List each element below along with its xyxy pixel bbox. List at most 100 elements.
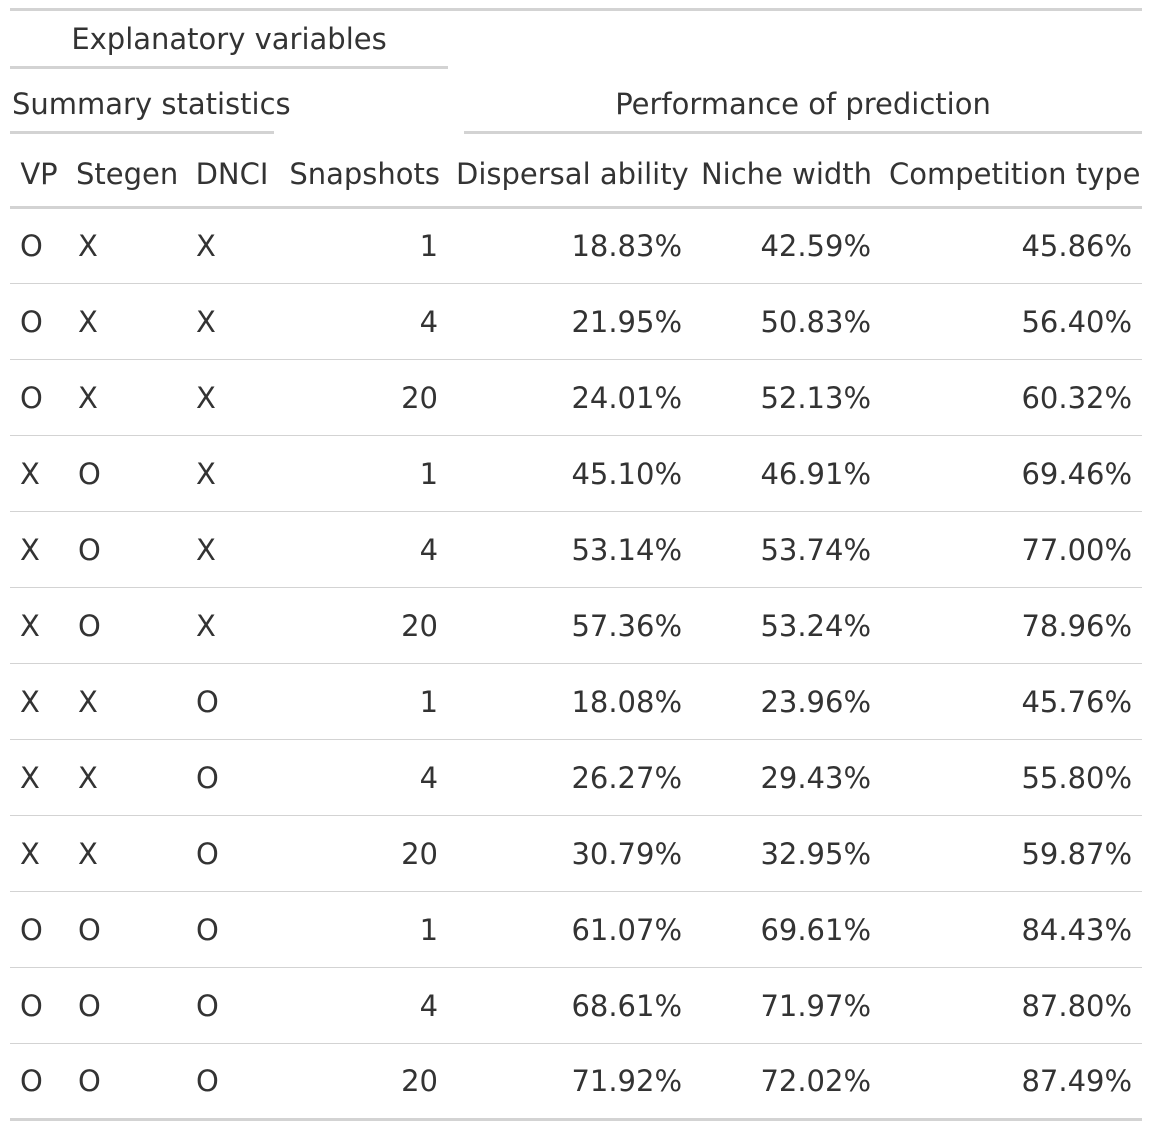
cell-snapshots: 20 <box>278 1043 449 1121</box>
cell-stegen: O <box>68 967 186 1044</box>
column-header-niche-width: Niche width <box>692 141 882 209</box>
cell-stegen: X <box>68 815 186 892</box>
table-row: X X O 4 26.27% 29.43% 55.80% <box>10 739 1143 816</box>
performance-of-prediction-spanner: Performance of prediction <box>448 76 1143 142</box>
column-header-vp: VP <box>10 141 68 209</box>
table-row: O O O 20 71.92% 72.02% 87.49% <box>10 1043 1143 1121</box>
cell-vp: X <box>10 511 68 588</box>
cell-competition-type: 77.00% <box>881 511 1143 588</box>
cell-competition-type: 60.32% <box>881 359 1143 436</box>
cell-dnci: X <box>186 283 278 360</box>
cell-vp: X <box>10 435 68 512</box>
cell-competition-type: 84.43% <box>881 891 1143 968</box>
cell-snapshots: 4 <box>278 967 449 1044</box>
cell-snapshots: 1 <box>278 663 449 740</box>
cell-dispersal-ability: 18.08% <box>448 663 693 740</box>
cell-dispersal-ability: 26.27% <box>448 739 693 816</box>
cell-dispersal-ability: 57.36% <box>448 587 693 664</box>
cell-competition-type: 69.46% <box>881 435 1143 512</box>
summary-statistics-spanner: Summary statistics <box>10 76 291 142</box>
cell-stegen: X <box>68 207 186 284</box>
spanner-row-top: Explanatory variables <box>10 8 1143 76</box>
cell-dispersal-ability: 24.01% <box>448 359 693 436</box>
table-row: X X O 20 30.79% 32.95% 59.87% <box>10 815 1143 892</box>
explanatory-variables-spanner: Explanatory variables <box>10 8 449 76</box>
cell-niche-width: 46.91% <box>692 435 882 512</box>
table-row: X O X 1 45.10% 46.91% 69.46% <box>10 435 1143 512</box>
table-row: O O O 4 68.61% 71.97% 87.80% <box>10 967 1143 1044</box>
table-body: O X X 1 18.83% 42.59% 45.86% O X X 4 21.95% 50.83% 56… <box>10 207 1143 1121</box>
cell-dispersal-ability: 21.95% <box>448 283 693 360</box>
cell-dispersal-ability: 61.07% <box>448 891 693 968</box>
cell-vp: X <box>10 663 68 740</box>
cell-dnci: O <box>186 891 278 968</box>
cell-stegen: X <box>68 663 186 740</box>
cell-vp: O <box>10 1043 68 1121</box>
cell-competition-type: 87.49% <box>881 1043 1143 1121</box>
cell-stegen: O <box>68 511 186 588</box>
cell-stegen: O <box>68 1043 186 1121</box>
cell-dnci: O <box>186 815 278 892</box>
cell-niche-width: 29.43% <box>692 739 882 816</box>
cell-stegen: X <box>68 359 186 436</box>
cell-snapshots: 20 <box>278 587 449 664</box>
table-row: X X O 1 18.08% 23.96% 45.76% <box>10 663 1143 740</box>
table-row: O X X 1 18.83% 42.59% 45.86% <box>10 207 1143 284</box>
cell-snapshots: 1 <box>278 435 449 512</box>
cell-niche-width: 50.83% <box>692 283 882 360</box>
cell-snapshots: 4 <box>278 739 449 816</box>
spanner-row-second: Summary statistics Performance of predic… <box>10 76 1143 142</box>
column-header-stegen: Stegen <box>68 141 186 209</box>
cell-stegen: O <box>68 891 186 968</box>
cell-niche-width: 53.24% <box>692 587 882 664</box>
cell-niche-width: 69.61% <box>692 891 882 968</box>
explanatory-variables-label: Explanatory variables <box>10 18 449 69</box>
cell-competition-type: 45.86% <box>881 207 1143 284</box>
cell-competition-type: 55.80% <box>881 739 1143 816</box>
column-header-dispersal-ability: Dispersal ability <box>448 141 693 209</box>
column-header-dnci: DNCI <box>186 141 278 209</box>
cell-stegen: O <box>68 587 186 664</box>
cell-stegen: X <box>68 739 186 816</box>
empty-spanner-cell <box>448 8 1143 76</box>
cell-niche-width: 32.95% <box>692 815 882 892</box>
column-header-snapshots: Snapshots <box>278 141 449 209</box>
cell-dispersal-ability: 71.92% <box>448 1043 693 1121</box>
cell-dispersal-ability: 18.83% <box>448 207 693 284</box>
cell-dnci: X <box>186 359 278 436</box>
cell-vp: X <box>10 739 68 816</box>
cell-snapshots: 20 <box>278 359 449 436</box>
results-table-container: Explanatory variables Summary statistics… <box>10 8 1143 1121</box>
table-row: O X X 20 24.01% 52.13% 60.32% <box>10 359 1143 436</box>
empty-spanner-cell <box>278 76 448 142</box>
summary-statistics-label: Summary statistics <box>10 83 291 134</box>
column-header-competition-type: Competition type <box>881 141 1143 209</box>
table-row: X O X 20 57.36% 53.24% 78.96% <box>10 587 1143 664</box>
cell-snapshots: 4 <box>278 511 449 588</box>
cell-snapshots: 1 <box>278 891 449 968</box>
cell-vp: O <box>10 891 68 968</box>
cell-competition-type: 87.80% <box>881 967 1143 1044</box>
cell-niche-width: 72.02% <box>692 1043 882 1121</box>
column-header-row: VP Stegen DNCI Snapshots Dispersal abili… <box>10 141 1143 209</box>
cell-vp: O <box>10 283 68 360</box>
cell-vp: O <box>10 967 68 1044</box>
cell-dispersal-ability: 30.79% <box>448 815 693 892</box>
cell-dnci: O <box>186 1043 278 1121</box>
table-row: X O X 4 53.14% 53.74% 77.00% <box>10 511 1143 588</box>
cell-dispersal-ability: 68.61% <box>448 967 693 1044</box>
cell-niche-width: 53.74% <box>692 511 882 588</box>
performance-of-prediction-label: Performance of prediction <box>464 83 1143 134</box>
table-row: O O O 1 61.07% 69.61% 84.43% <box>10 891 1143 968</box>
cell-dnci: X <box>186 511 278 588</box>
cell-dnci: X <box>186 587 278 664</box>
cell-niche-width: 52.13% <box>692 359 882 436</box>
cell-dnci: O <box>186 967 278 1044</box>
cell-vp: X <box>10 587 68 664</box>
cell-competition-type: 78.96% <box>881 587 1143 664</box>
cell-dnci: X <box>186 435 278 512</box>
cell-niche-width: 71.97% <box>692 967 882 1044</box>
cell-snapshots: 4 <box>278 283 449 360</box>
cell-vp: X <box>10 815 68 892</box>
cell-snapshots: 1 <box>278 207 449 284</box>
